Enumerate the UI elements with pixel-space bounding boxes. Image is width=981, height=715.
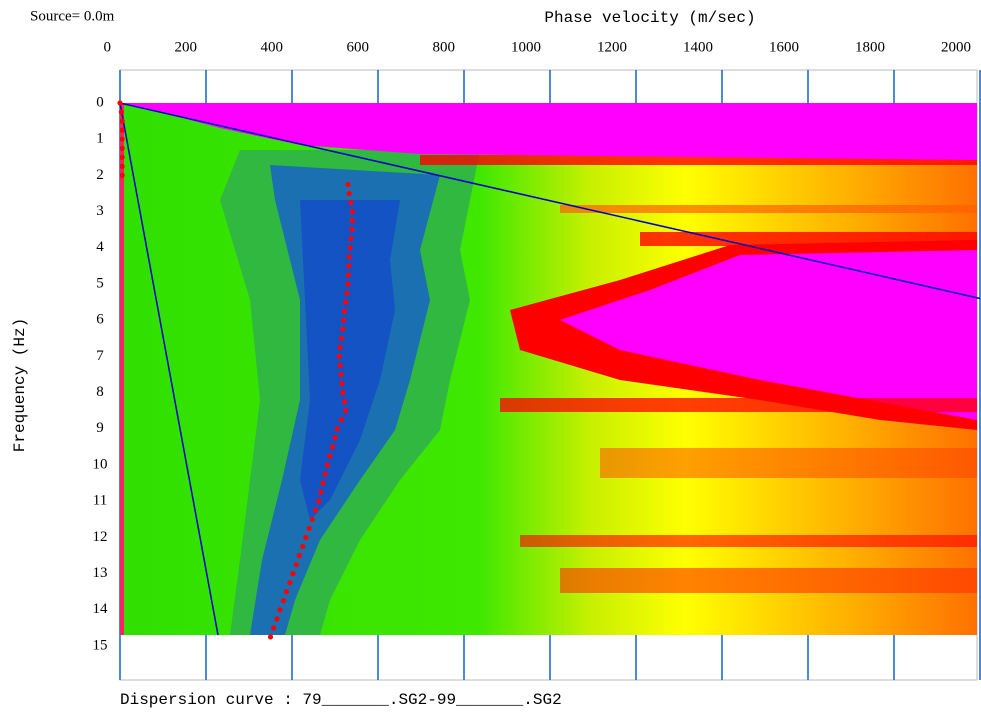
dispersion-point	[341, 399, 348, 405]
dispersion-point	[316, 498, 322, 504]
dispersion-point	[119, 154, 125, 160]
dispersion-point	[345, 281, 351, 287]
dispersion-point	[338, 417, 345, 423]
dispersion-point	[348, 199, 354, 206]
dispersion-point	[303, 534, 309, 541]
source-annotation: Source= 0.0m	[30, 8, 115, 24]
dispersion-point	[290, 571, 296, 577]
y-tick-label: 15	[93, 637, 108, 653]
x-axis-label: Phase velocity (m/sec)	[544, 9, 755, 27]
dispersion-point	[348, 236, 354, 242]
dispersion-point	[324, 462, 330, 468]
y-tick-label: 5	[96, 275, 104, 291]
x-tick-label: 600	[347, 39, 370, 55]
x-tick-label: 200	[175, 39, 198, 55]
dispersion-point	[347, 245, 353, 251]
dispersion-point	[119, 163, 125, 169]
y-tick-label: 2	[96, 167, 104, 183]
y-tick-label: 7	[96, 348, 104, 364]
footer: Dispersion curve : 79_______.SG2-99_____…	[120, 691, 562, 709]
dispersion-point	[334, 426, 340, 432]
dispersion-point	[340, 326, 346, 332]
dispersion-point	[274, 616, 280, 622]
dispersion-point	[117, 100, 123, 106]
dispersion-point	[336, 353, 342, 359]
y-tick-label: 4	[96, 239, 104, 255]
dispersion-point	[318, 489, 324, 495]
dispersion-point	[343, 408, 349, 414]
dispersion-point	[344, 290, 350, 296]
dispersion-point	[327, 453, 333, 459]
dispersion-point	[343, 299, 349, 305]
dispersion-point	[329, 444, 336, 450]
dispersion-point	[313, 507, 319, 513]
dispersion-point	[338, 335, 345, 341]
dispersion-point	[345, 181, 351, 188]
dispersion-point	[296, 552, 302, 559]
y-tick-label: 10	[93, 456, 108, 472]
x-tick-label: 1600	[769, 39, 799, 55]
dispersion-point	[277, 607, 283, 613]
y-tick-label: 0	[96, 94, 104, 110]
dispersion-image	[120, 103, 977, 635]
y-tick-label: 1	[96, 131, 104, 147]
dispersion-point	[293, 561, 299, 568]
x-tick-label: 1400	[683, 39, 713, 55]
y-tick-label: 14	[93, 601, 109, 617]
dispersion-point	[270, 625, 277, 631]
dispersion-point	[341, 317, 347, 323]
dispersion-point	[332, 435, 338, 441]
dispersion-point	[118, 109, 124, 115]
dispersion-point	[119, 118, 125, 124]
dispersion-point	[345, 272, 351, 278]
dispersion-point	[346, 263, 352, 269]
dispersion-point	[309, 516, 315, 522]
dispersion-point	[349, 227, 355, 233]
dispersion-point	[337, 344, 343, 350]
x-tick-label: 800	[433, 39, 456, 55]
dispersion-point	[287, 580, 293, 586]
x-tick-label: 2000	[941, 39, 971, 55]
y-tick-label: 3	[96, 203, 104, 219]
y-tick-label: 11	[93, 493, 107, 509]
dispersion-point	[346, 254, 352, 260]
dispersion-point	[119, 145, 125, 151]
dispersion-point	[340, 390, 346, 396]
dispersion-point	[306, 525, 312, 531]
dispersion-point	[280, 598, 286, 604]
y-axis-label: Frequency (Hz)	[11, 318, 29, 452]
y-tick-label: 6	[96, 312, 104, 328]
dispersion-point	[338, 371, 344, 378]
y-tick-label: 9	[96, 420, 104, 436]
dispersion-point	[337, 362, 343, 369]
dispersion-point	[341, 308, 348, 314]
dispersion-point	[283, 589, 290, 595]
dispersion-point	[339, 380, 345, 387]
dispersion-point	[320, 480, 326, 486]
x-tick-label: 400	[261, 39, 284, 55]
dispersion-point	[119, 127, 125, 133]
dispersion-point	[349, 218, 355, 224]
dispersion-point	[267, 634, 274, 640]
y-tick-label: 8	[96, 384, 104, 400]
dispersion-point	[300, 543, 306, 550]
dispersion-point	[349, 209, 355, 215]
dispersion-point	[346, 190, 352, 197]
x-tick-label: 1000	[511, 39, 541, 55]
dispersion-point	[119, 136, 125, 142]
y-tick-label: 12	[93, 529, 108, 545]
guide-line	[119, 102, 219, 636]
x-tick-label: 1800	[855, 39, 885, 55]
y-tick-label: 13	[93, 565, 108, 581]
x-tick-label: 1200	[597, 39, 627, 55]
dispersion-point	[322, 471, 328, 477]
guide-line	[119, 102, 981, 300]
x-tick-label: 0	[104, 39, 112, 55]
dispersion-point	[119, 172, 125, 178]
